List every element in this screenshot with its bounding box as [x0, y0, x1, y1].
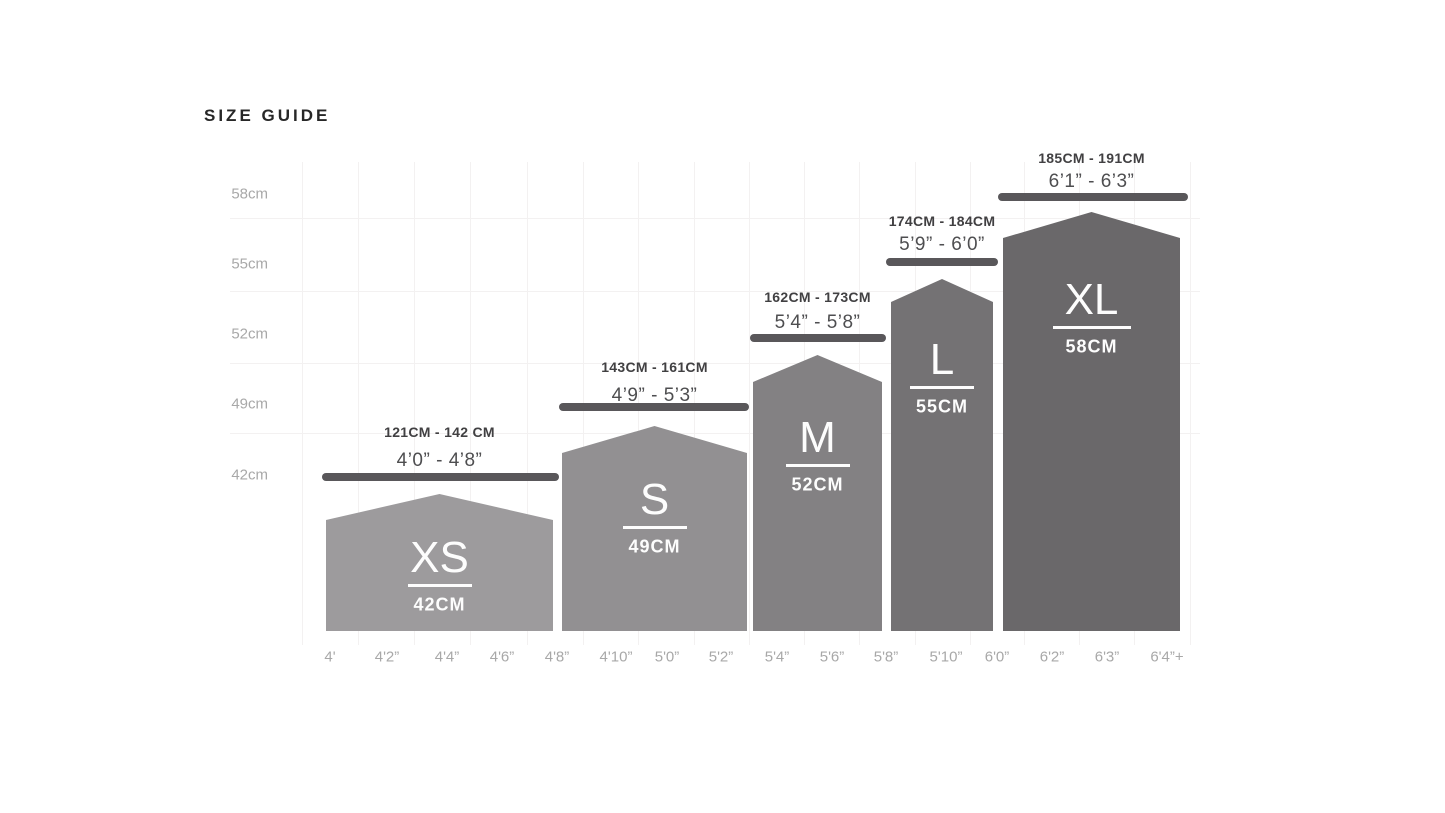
height-range-cm-label: 174CM - 184CM	[888, 213, 996, 229]
grid-line-vertical	[749, 162, 750, 645]
grid-line-horizontal	[230, 433, 1200, 434]
x-axis-tick: 6'4”+	[1150, 648, 1184, 666]
size-bar-underline	[407, 584, 472, 587]
frame-size-label: 42CM	[413, 594, 466, 615]
height-range-cm-label: 185CM - 191CM	[1038, 150, 1145, 166]
grid-line-vertical	[358, 162, 359, 645]
grid-line-vertical	[1190, 162, 1191, 645]
x-axis-tick: 4'10”	[599, 648, 633, 666]
y-axis-tick: 42cm	[231, 466, 268, 484]
frame-size-label: 52CM	[791, 474, 844, 495]
y-axis-tick: 52cm	[231, 325, 268, 343]
size-bar-xl	[1003, 212, 1180, 631]
size-bar-underline	[622, 526, 687, 529]
grid-line-horizontal	[230, 291, 1200, 292]
height-range-bar	[559, 403, 749, 411]
height-range-bar	[886, 258, 998, 266]
grid-line-horizontal	[230, 363, 1200, 364]
frame-size-label: 58CM	[1065, 336, 1118, 357]
height-range-ft-label: 5’4” - 5’8”	[774, 312, 861, 333]
page-title: SIZE GUIDE	[204, 106, 331, 125]
x-axis-tick: 5'6”	[819, 648, 845, 666]
y-axis-tick: 58cm	[231, 185, 268, 203]
height-range-bar	[998, 193, 1188, 201]
size-bar-xs	[326, 494, 553, 631]
height-range-ft-label: 6’1” - 6’3”	[1048, 171, 1135, 192]
size-bar-l	[891, 279, 993, 631]
x-axis-tick: 4'	[324, 648, 336, 666]
x-axis-tick: 5'0”	[654, 648, 680, 666]
x-axis-tick: 4'4”	[434, 648, 460, 666]
x-axis-tick: 5'2”	[708, 648, 734, 666]
x-axis-tick: 6'3”	[1094, 648, 1120, 666]
height-range-cm-label: 162CM - 173CM	[764, 289, 871, 305]
size-bar-label: XL	[1064, 275, 1119, 324]
size-bar-m	[753, 355, 882, 631]
y-axis-tick: 49cm	[231, 395, 268, 413]
grid-line-vertical	[414, 162, 415, 645]
size-bar-label: S	[639, 475, 670, 524]
grid-line-vertical	[527, 162, 528, 645]
size-bar-label: L	[929, 335, 955, 384]
frame-size-label: 49CM	[628, 536, 681, 557]
x-axis-tick: 6'2”	[1039, 648, 1065, 666]
grid-line-horizontal	[230, 218, 1200, 219]
size-bar-underline	[910, 386, 974, 389]
x-axis-tick: 5'10”	[929, 648, 963, 666]
height-range-ft-label: 4’0” - 4’8”	[396, 450, 483, 471]
size-bar-underline	[1052, 326, 1131, 329]
y-axis-tick: 55cm	[231, 255, 268, 273]
frame-size-label: 55CM	[915, 396, 969, 417]
grid-line-vertical	[302, 162, 303, 645]
size-bar-label: M	[799, 413, 836, 462]
height-range-cm-label: 143CM - 161CM	[601, 359, 708, 375]
height-range-bar	[750, 334, 886, 342]
grid-line-vertical	[470, 162, 471, 645]
x-axis-tick: 4'8”	[544, 648, 570, 666]
x-axis-tick: 5'4”	[764, 648, 790, 666]
size-bar-underline	[785, 464, 850, 467]
height-range-cm-label: 121CM - 142 CM	[384, 424, 495, 440]
x-axis-tick: 6'0”	[984, 648, 1010, 666]
x-axis-tick: 5'8”	[873, 648, 899, 666]
x-axis-tick: 4'2”	[374, 648, 400, 666]
x-axis-tick: 4'6”	[489, 648, 515, 666]
height-range-ft-label: 5’9” - 6’0”	[899, 234, 985, 255]
height-range-bar	[322, 473, 559, 481]
height-range-ft-label: 4’9” - 5’3”	[611, 385, 698, 406]
size-bar-label: XS	[410, 533, 469, 582]
